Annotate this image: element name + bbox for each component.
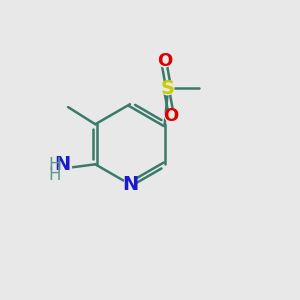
Circle shape <box>53 159 71 178</box>
Text: O: O <box>157 52 172 70</box>
Circle shape <box>165 110 176 122</box>
Text: O: O <box>163 107 178 125</box>
Circle shape <box>124 178 136 190</box>
Circle shape <box>159 56 170 67</box>
Text: N: N <box>54 155 70 174</box>
Text: H: H <box>48 166 61 184</box>
Text: H: H <box>48 156 61 174</box>
Circle shape <box>161 82 174 95</box>
Text: S: S <box>160 79 175 98</box>
Text: N: N <box>122 175 138 194</box>
